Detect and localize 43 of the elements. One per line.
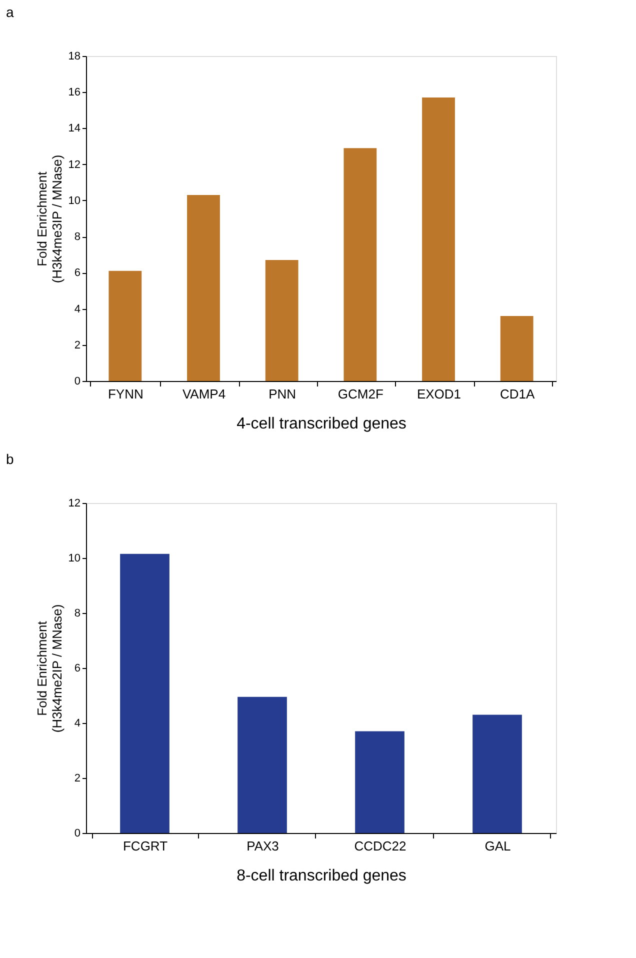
y-tick-label: 16 (68, 86, 80, 99)
y-tick-label: 10 (68, 552, 80, 564)
y-tick-label: 12 (68, 158, 80, 171)
x-tick-label: PNN (268, 386, 296, 402)
chart-title: a (6, 4, 14, 20)
bar (422, 98, 455, 381)
x-tick-label: VAMP4 (182, 386, 226, 402)
y-axis-title: Fold Enrichment (H3k4me3IP / MNase) (34, 154, 64, 284)
y-tick-label: 6 (74, 662, 80, 674)
y-tick-label: 6 (74, 267, 80, 280)
y-tick-label: 2 (74, 339, 80, 352)
x-tick-label: GCM2F (338, 386, 384, 402)
y-tick-label: 4 (74, 303, 80, 316)
x-tick-label: GAL (484, 838, 511, 854)
y-tick-label: 8 (74, 608, 80, 620)
bar (472, 714, 522, 833)
bar (355, 731, 404, 833)
y-tick-label: 8 (74, 231, 80, 244)
x-tick-label: CD1A (500, 386, 535, 402)
bar (344, 148, 377, 381)
y-tick-label: 10 (68, 194, 80, 207)
bar (187, 195, 220, 381)
bar (238, 696, 287, 833)
y-tick-label: 2 (74, 772, 80, 784)
bar (120, 554, 170, 833)
x-axis-title: 8-cell transcribed genes (236, 868, 406, 884)
y-axis-title: Fold Enrichment (H3k4me2IP / MNase) (34, 604, 64, 733)
bar (500, 316, 534, 381)
bar (108, 270, 142, 381)
y-tick-label: 12 (68, 498, 80, 510)
bar (265, 260, 298, 381)
x-tick-label: FYNN (108, 386, 144, 402)
y-tick-label: 18 (68, 50, 80, 62)
x-axis-title: 4-cell transcribed genes (236, 416, 406, 432)
x-tick-label: FCGRT (122, 838, 168, 854)
x-tick-label: PAX3 (246, 838, 279, 854)
y-tick-label: 0 (74, 828, 80, 840)
x-tick-label: EXOD1 (416, 386, 462, 402)
chart-title: b (6, 451, 14, 467)
x-tick-label: CCDC22 (354, 838, 406, 854)
y-tick-label: 4 (74, 718, 80, 730)
y-tick-label: 0 (74, 376, 80, 388)
y-tick-label: 14 (68, 122, 80, 135)
